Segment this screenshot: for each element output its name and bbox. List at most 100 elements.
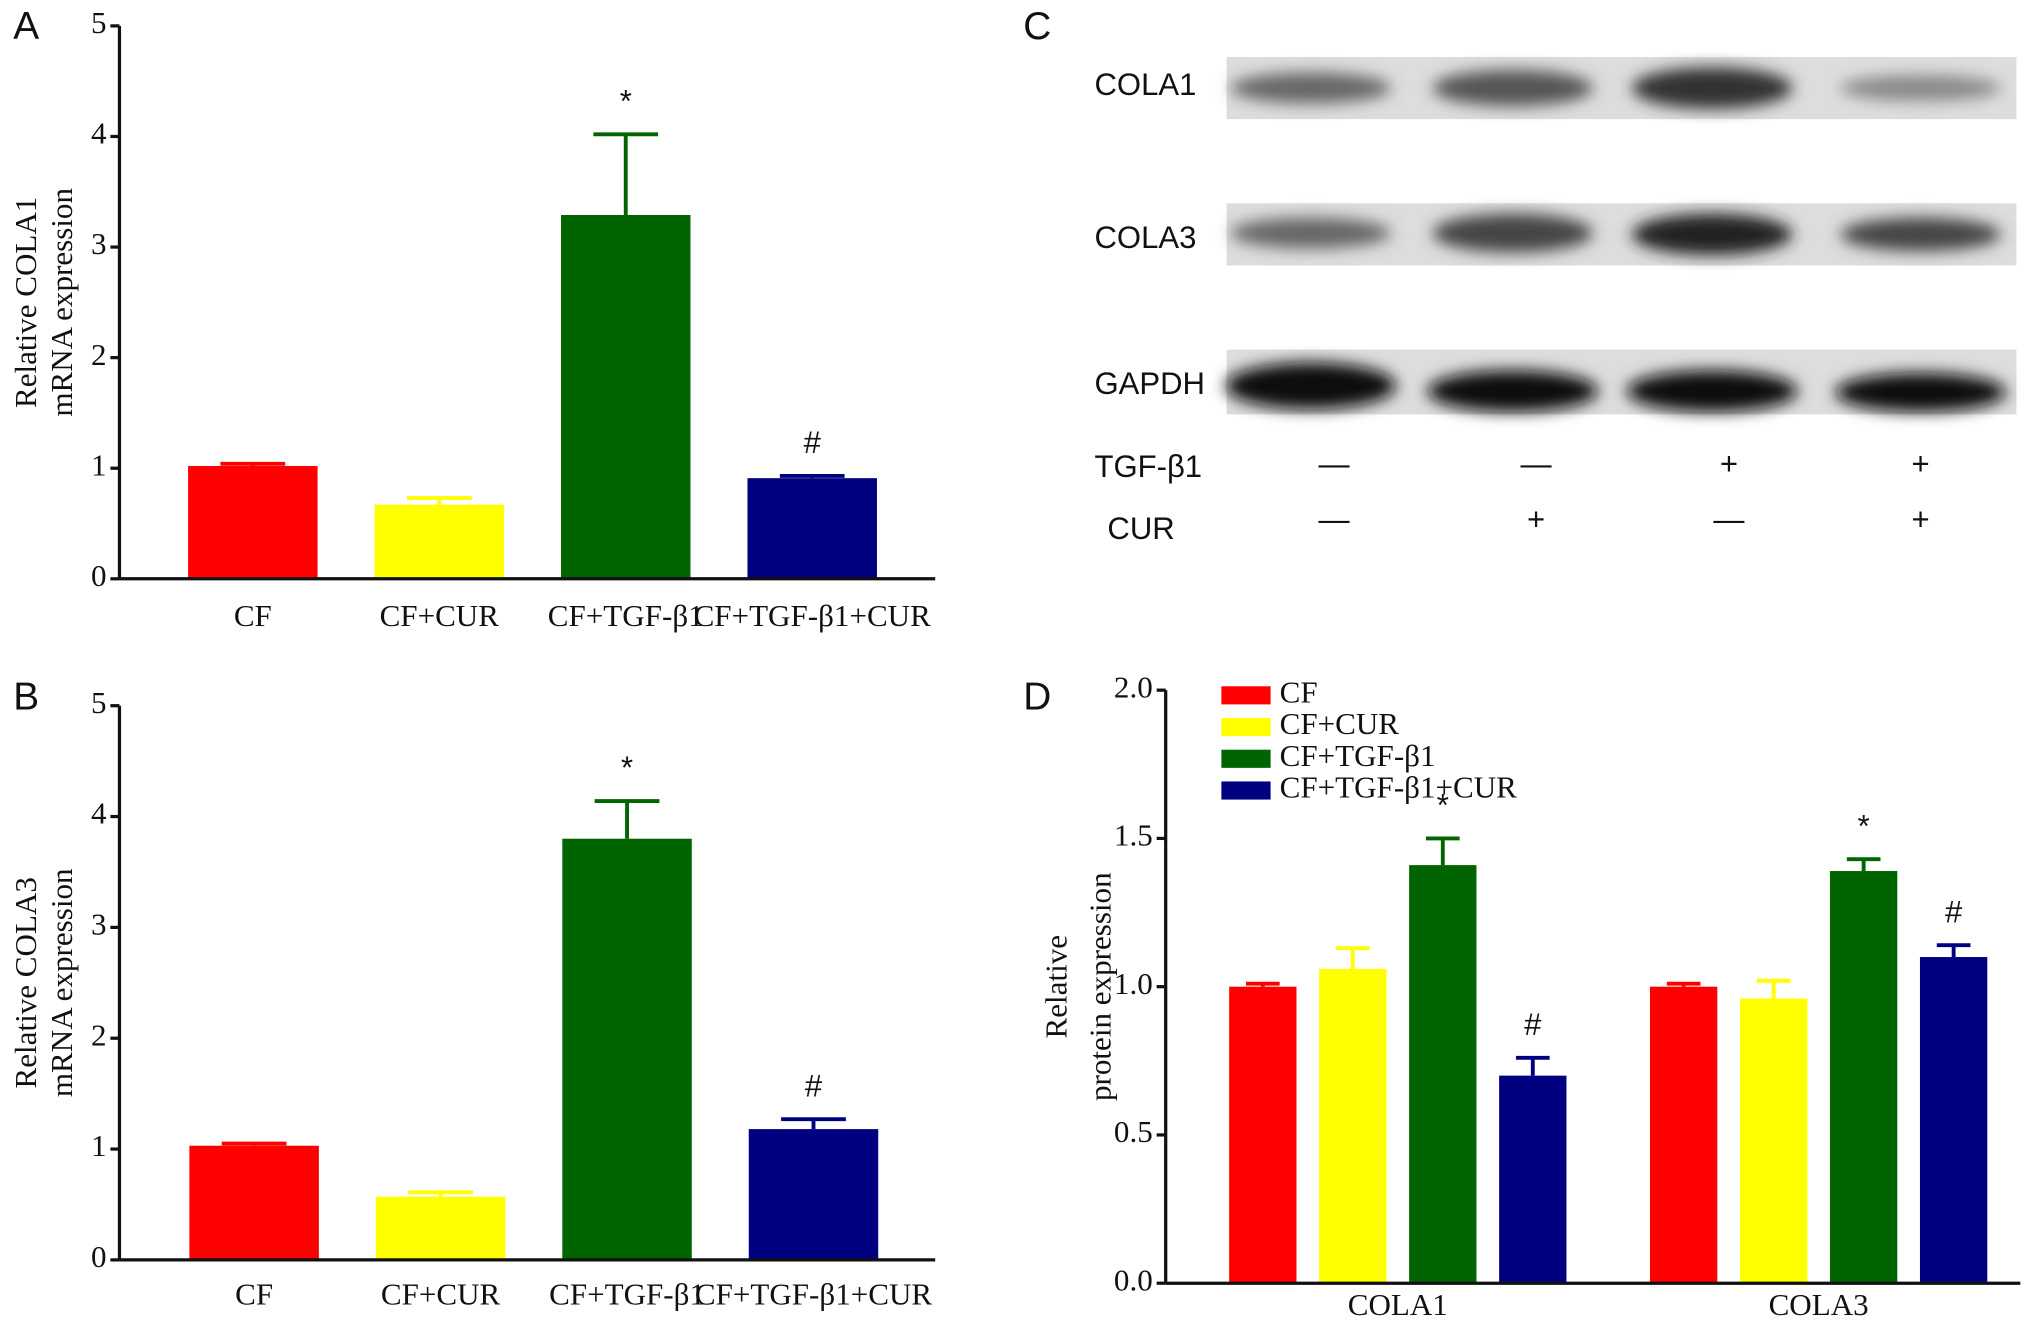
treatment-mark: + (1912, 502, 1930, 537)
bar (1229, 986, 1297, 1284)
y-tick-label: 0.5 (1114, 1114, 1153, 1149)
blot-row-label: GAPDH (1094, 366, 1204, 401)
y-tick-label: 0 (91, 558, 107, 593)
x-tick-label: COLA1 (1348, 1287, 1448, 1322)
y-axis-label: mRNA expression (44, 868, 79, 1097)
treatment-label: CUR (1107, 511, 1174, 546)
x-tick-label: CF (234, 598, 272, 633)
legend-label: CF+CUR (1280, 706, 1400, 741)
bar (562, 838, 692, 1260)
panel-label: D (1023, 675, 1051, 718)
band (1230, 217, 1392, 249)
x-tick-label: CF (235, 1277, 273, 1312)
y-tick-label: 1.5 (1114, 818, 1153, 853)
error-bar (1335, 946, 1370, 969)
x-tick-label: CF+TGF-β1 (549, 1277, 705, 1312)
x-tick-label: CF+TGF-β1 (548, 598, 704, 633)
bar (747, 478, 877, 579)
legend-swatch (1221, 781, 1271, 800)
error-bar (593, 132, 659, 215)
y-tick-label: 1.0 (1114, 966, 1153, 1001)
x-tick-label: COLA3 (1769, 1287, 1869, 1322)
band (1427, 370, 1599, 412)
y-axis-label: Relative COLA3 (8, 877, 43, 1088)
band (1432, 69, 1594, 107)
significance-mark: * (620, 83, 632, 118)
legend-label: CF+TGF-β1 (1280, 738, 1436, 773)
error-bar (1425, 836, 1460, 866)
error-bar (1846, 857, 1881, 872)
y-tick-label: 5 (91, 685, 107, 720)
significance-mark: * (621, 750, 633, 785)
error-bar (1245, 981, 1280, 987)
treatment-label: TGF-β1 (1094, 449, 1202, 484)
treatment-mark: — (1319, 446, 1351, 481)
y-axis-label: Relative COLA1 (8, 197, 43, 408)
error-bar (1666, 981, 1701, 987)
significance-mark: # (1524, 1007, 1542, 1042)
y-tick-label: 1 (91, 1128, 107, 1163)
error-bar (220, 461, 286, 467)
y-tick-label: 3 (91, 907, 107, 942)
legend-label: CF (1280, 674, 1318, 709)
chart-panel: D * * # # COLA1 COLA3 CFCF+CURCF+TGF-β1CF+TGF-β… (1023, 669, 2021, 1322)
error-bar (406, 496, 472, 505)
legend-swatch (1221, 717, 1271, 737)
significance-mark: * (1858, 808, 1870, 843)
significance-mark: # (804, 425, 822, 460)
significance-mark: # (805, 1068, 823, 1103)
y-axis-label: mRNA expression (44, 188, 79, 417)
band (1840, 75, 2001, 101)
y-tick-label: 1 (91, 447, 107, 482)
x-tick-label: CF+TGF-β1+CUR (695, 1277, 933, 1312)
x-tick-label: CF+CUR (381, 1277, 501, 1312)
y-tick-label: 4 (91, 796, 107, 831)
treatment-mark: + (1912, 446, 1930, 481)
error-bar (779, 474, 845, 479)
bar (374, 504, 505, 579)
band (1631, 67, 1793, 109)
bar (1319, 968, 1387, 1284)
bar (1649, 986, 1718, 1284)
error-bar (221, 1141, 287, 1146)
panel-label: C (1023, 5, 1051, 48)
bar (375, 1196, 506, 1260)
panel-label: B (13, 675, 39, 718)
y-axis-label: Relative (1039, 935, 1074, 1039)
y-tick-label: 5 (91, 5, 107, 40)
band (1840, 217, 2001, 252)
western-blot: C COLA1 COLA3 GAPDH TGF-β1 CUR (1023, 5, 2017, 546)
bar (1919, 957, 1988, 1284)
blot-row-label: COLA1 (1094, 67, 1196, 102)
band (1626, 370, 1798, 412)
error-bar (1936, 943, 1971, 958)
band (1230, 72, 1392, 104)
blot-row-label: COLA3 (1094, 220, 1196, 255)
bar (189, 1145, 319, 1260)
bar (1829, 871, 1898, 1284)
y-tick-label: 2 (91, 337, 107, 372)
treatment-mark: — (1713, 502, 1745, 537)
error-bar (1515, 1055, 1550, 1076)
band (1835, 372, 2007, 412)
bar (188, 466, 318, 579)
legend-swatch (1221, 686, 1271, 705)
error-bar (1756, 978, 1791, 999)
blot-bands (1225, 67, 2007, 412)
y-tick-label: 2 (91, 1017, 107, 1052)
y-tick-label: 3 (91, 226, 107, 261)
x-tick-label: CF+TGF-β1+CUR (694, 598, 932, 633)
bar (1739, 998, 1808, 1284)
bar (1409, 865, 1477, 1284)
significance-mark: # (1945, 894, 1963, 929)
treatment-mark: — (1319, 502, 1351, 537)
band (1225, 362, 1397, 410)
band (1432, 213, 1594, 253)
significance-mark: * (1437, 788, 1449, 823)
legend-swatch (1221, 749, 1271, 768)
y-axis-label: protein expression (1083, 872, 1118, 1101)
legend-label: CF+TGF-β1+CUR (1280, 770, 1518, 805)
